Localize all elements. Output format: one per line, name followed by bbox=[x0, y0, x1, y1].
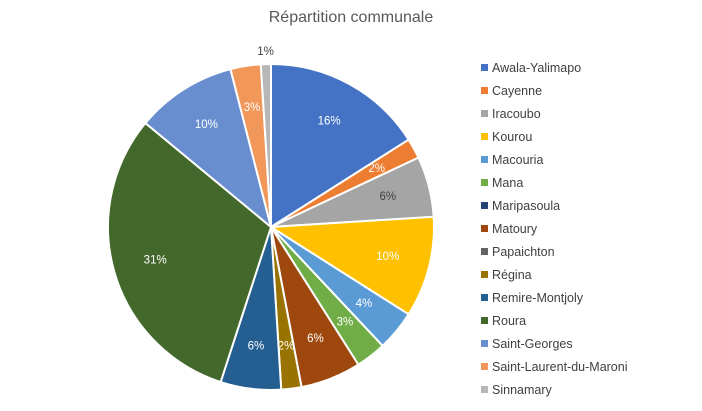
legend-label: Sinnamary bbox=[492, 382, 552, 397]
legend-item-iracoubo: Iracoubo bbox=[481, 102, 628, 125]
legend-swatch bbox=[481, 64, 488, 71]
legend-item-regina: Régina bbox=[481, 263, 628, 286]
slice-awala-yalimapo bbox=[270, 62, 411, 229]
legend-swatch bbox=[481, 202, 488, 209]
legend-swatch bbox=[481, 156, 488, 163]
legend-swatch bbox=[481, 179, 488, 186]
data-label-regina: 2% bbox=[278, 341, 295, 353]
slice-kourou bbox=[267, 215, 436, 316]
legend-swatch bbox=[481, 294, 488, 301]
data-label-cayenne: 2% bbox=[368, 163, 385, 175]
legend-item-cayenne: Cayenne bbox=[481, 79, 628, 102]
legend-label: Régina bbox=[492, 267, 532, 282]
data-label-iracoubo: 6% bbox=[379, 191, 396, 203]
data-label-matoury: 6% bbox=[307, 333, 324, 345]
data-label-saint-georges: 10% bbox=[195, 119, 218, 131]
legend-item-mana: Mana bbox=[481, 171, 628, 194]
pie-slices bbox=[107, 62, 436, 392]
legend-swatch bbox=[481, 271, 488, 278]
legend-item-saint-georges: Saint-Georges bbox=[481, 332, 628, 355]
legend-label: Saint-Laurent-du-Maroni bbox=[492, 359, 628, 374]
chart-title: Répartition communale bbox=[268, 9, 434, 26]
legend-label: Kourou bbox=[492, 129, 533, 144]
legend-label: Papaichton bbox=[492, 244, 555, 259]
legend-swatch bbox=[481, 340, 488, 347]
slice-sinnamary bbox=[259, 62, 272, 228]
legend-item-matoury: Matoury bbox=[481, 217, 628, 240]
legend-label: Matoury bbox=[492, 221, 538, 236]
legend-label: Awala-Yalimapo bbox=[492, 60, 582, 75]
legend-swatch bbox=[481, 363, 488, 370]
legend: Awala-Yalimapo Cayenne Iracoubo Kourou Macou… bbox=[481, 56, 628, 401]
legend-swatch bbox=[481, 386, 488, 393]
data-label-sinnamary: 1% bbox=[257, 46, 274, 58]
legend-label: Iracoubo bbox=[492, 106, 541, 121]
legend-item-roura: Roura bbox=[481, 309, 628, 332]
legend-swatch bbox=[481, 225, 488, 232]
data-label-kourou: 10% bbox=[376, 251, 399, 263]
legend-item-macouria: Macouria bbox=[481, 148, 628, 171]
legend-label: Mana bbox=[492, 175, 524, 190]
legend-item-kourou: Kourou bbox=[481, 125, 628, 148]
legend-swatch bbox=[481, 248, 488, 255]
data-label-mana: 3% bbox=[337, 316, 354, 328]
pie-data-labels: 16%2%6%10%4%3%6%2%6%31%10%3%1% bbox=[144, 46, 400, 353]
legend-item-maripasoula: Maripasoula bbox=[481, 194, 628, 217]
legend-item-awala-yalimapo: Awala-Yalimapo bbox=[481, 56, 628, 79]
legend-label: Roura bbox=[492, 313, 527, 328]
legend-label: Macouria bbox=[492, 152, 544, 167]
legend-label: Saint-Georges bbox=[492, 336, 573, 351]
legend-swatch bbox=[481, 133, 488, 140]
legend-label: Maripasoula bbox=[492, 198, 561, 213]
data-label-macouria: 4% bbox=[356, 298, 373, 310]
legend-swatch bbox=[481, 110, 488, 117]
legend-label: Cayenne bbox=[492, 83, 543, 98]
legend-swatch bbox=[481, 317, 488, 324]
data-label-saint-laurent-du-maroni: 3% bbox=[244, 102, 261, 114]
legend-item-remire-montjoly: Remire-Montjoly bbox=[481, 286, 628, 309]
data-label-roura: 31% bbox=[144, 255, 167, 267]
legend-label: Remire-Montjoly bbox=[492, 290, 583, 305]
legend-item-saint-laurent-du-maroni: Saint-Laurent-du-Maroni bbox=[481, 355, 628, 378]
legend-swatch bbox=[481, 87, 488, 94]
data-label-awala-yalimapo: 16% bbox=[318, 115, 341, 127]
data-label-remire-montjoly: 6% bbox=[248, 341, 265, 353]
legend-item-papaichton: Papaichton bbox=[481, 240, 628, 263]
slice-roura bbox=[107, 121, 273, 384]
legend-item-sinnamary: Sinnamary bbox=[481, 378, 628, 401]
